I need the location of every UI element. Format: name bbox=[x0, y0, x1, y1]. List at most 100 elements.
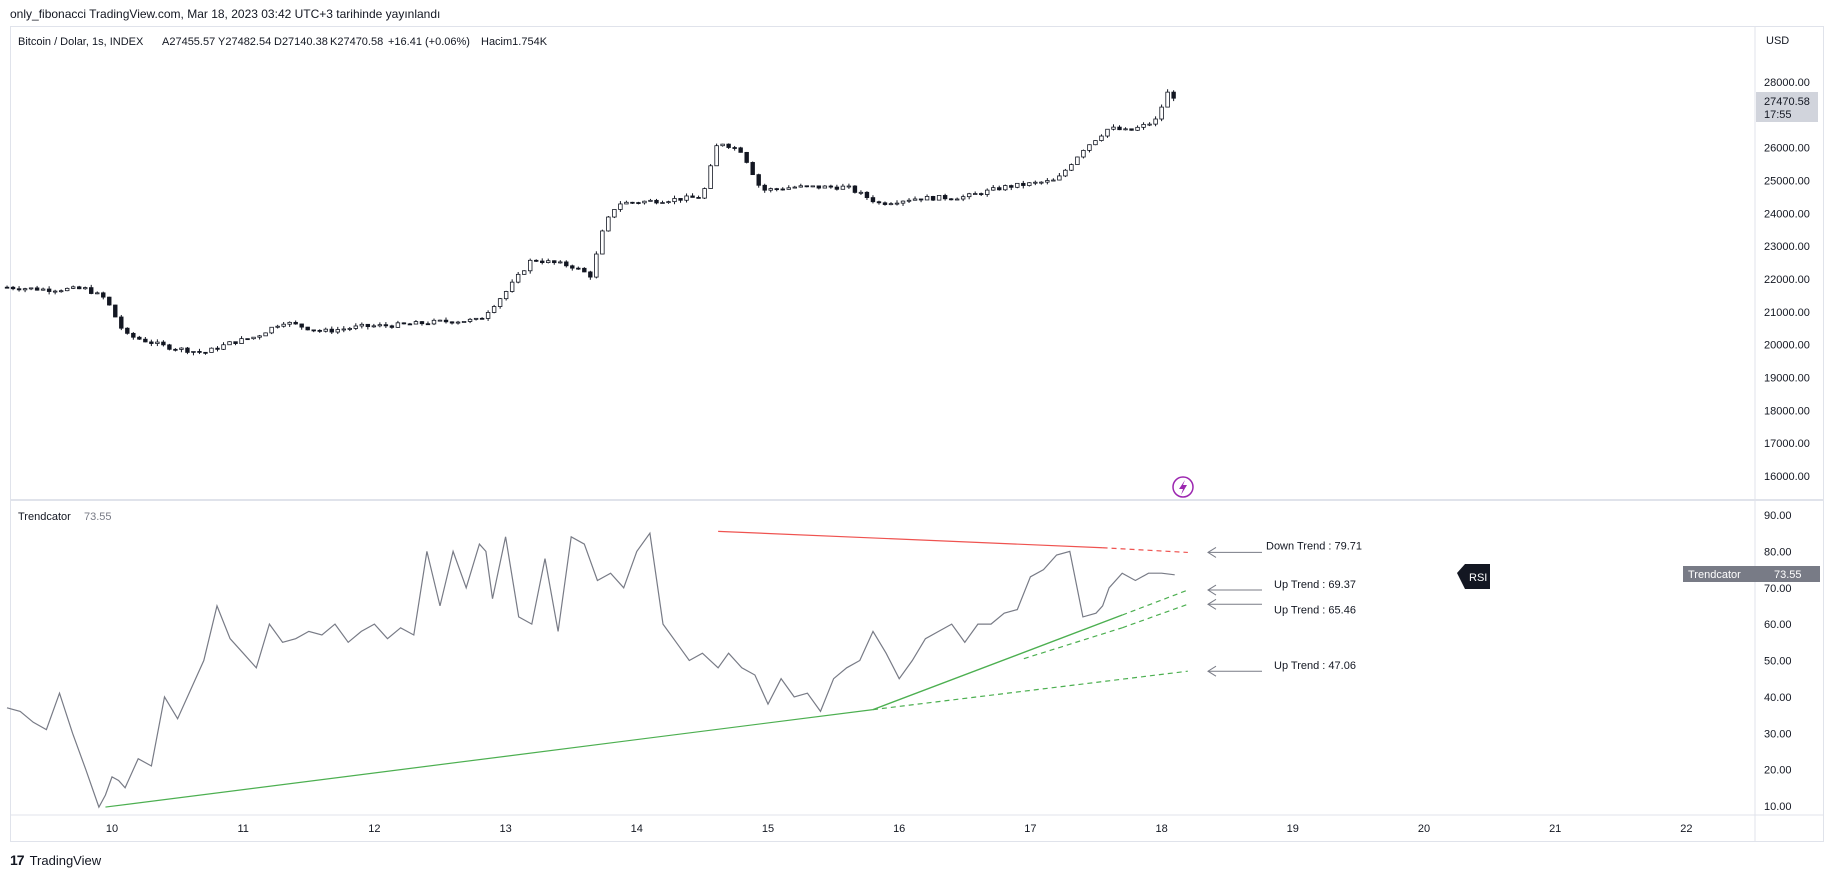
candle-body bbox=[1117, 126, 1122, 131]
candle-body bbox=[966, 193, 972, 198]
candle-body bbox=[287, 321, 292, 325]
candle-body bbox=[702, 188, 707, 199]
candle-body bbox=[293, 321, 298, 325]
candle-body bbox=[437, 319, 443, 322]
candle-body bbox=[16, 288, 22, 291]
candle-body bbox=[1099, 135, 1104, 141]
axis-layer: 28000.0027000.0026000.0025000.0024000.00… bbox=[106, 77, 1810, 835]
time-tick-label: 20 bbox=[1418, 823, 1430, 835]
time-tick-label: 11 bbox=[237, 823, 248, 835]
candle-body bbox=[515, 273, 521, 283]
candle-body bbox=[528, 259, 533, 272]
candle-body bbox=[167, 344, 172, 350]
ohlc-item: A27455.57 bbox=[162, 36, 215, 48]
candle-body bbox=[227, 341, 232, 346]
tradingview-logo-icon[interactable]: 17 bbox=[10, 852, 25, 868]
price-tick-label: 26000.00 bbox=[1764, 143, 1810, 155]
candle-body bbox=[798, 185, 803, 188]
candle-body bbox=[281, 323, 286, 327]
candle-body bbox=[1093, 140, 1098, 146]
candle-body bbox=[1087, 144, 1092, 151]
candle-body bbox=[70, 286, 76, 289]
candle-body bbox=[83, 287, 88, 290]
candle-body bbox=[269, 326, 274, 334]
chart-frame[interactable] bbox=[10, 26, 1824, 842]
lightning-icon[interactable] bbox=[1172, 476, 1194, 498]
time-tick-label: 19 bbox=[1287, 823, 1299, 835]
candle-body bbox=[107, 296, 112, 306]
candle-body bbox=[22, 288, 28, 291]
up-trend-line-1 bbox=[105, 709, 874, 808]
candle-body bbox=[822, 185, 828, 189]
candle-body bbox=[762, 184, 767, 191]
candle-body bbox=[359, 323, 365, 327]
candle-body bbox=[155, 341, 160, 344]
candle-body bbox=[191, 351, 196, 353]
candle-body bbox=[804, 185, 810, 188]
candle-body bbox=[407, 323, 413, 326]
candle-body bbox=[834, 186, 840, 190]
candle-body bbox=[624, 201, 629, 205]
candle-body bbox=[1165, 91, 1170, 108]
candle-body bbox=[894, 202, 900, 205]
candle-body bbox=[558, 261, 563, 264]
candle-body bbox=[413, 321, 419, 325]
indicator-value: 73.55 bbox=[84, 511, 112, 523]
candle-body bbox=[1057, 175, 1062, 181]
candle-body bbox=[546, 260, 551, 263]
price-candles bbox=[4, 89, 1176, 356]
candle-body bbox=[101, 292, 106, 298]
candle-body bbox=[918, 198, 924, 201]
time-tick-label: 22 bbox=[1680, 823, 1692, 835]
candle-body bbox=[233, 341, 238, 344]
candle-body bbox=[888, 203, 894, 206]
candle-body bbox=[119, 316, 124, 329]
up-trend-extension-3 bbox=[1122, 603, 1189, 629]
candle-body bbox=[985, 189, 990, 195]
candle-body bbox=[864, 191, 870, 198]
candle-body bbox=[732, 147, 737, 149]
candle-body bbox=[10, 286, 16, 290]
candle-body bbox=[828, 185, 834, 188]
candle-body bbox=[299, 323, 304, 328]
candle-body bbox=[52, 290, 58, 293]
rsi-badge[interactable]: RSI bbox=[1457, 564, 1490, 589]
price-tick-label: 19000.00 bbox=[1764, 373, 1810, 385]
candle-body bbox=[936, 195, 942, 201]
candle-body bbox=[900, 200, 906, 204]
candle-body bbox=[401, 322, 407, 325]
osc-tick-label: 80.00 bbox=[1764, 546, 1792, 558]
candle-body bbox=[750, 162, 755, 176]
candle-body bbox=[1009, 185, 1014, 188]
candle-body bbox=[46, 288, 52, 292]
candle-body bbox=[1003, 185, 1008, 191]
candle-body bbox=[648, 199, 653, 202]
osc-tick-label: 10.00 bbox=[1764, 801, 1792, 813]
candle-body bbox=[720, 143, 725, 147]
candle-body bbox=[696, 197, 701, 199]
candle-body bbox=[1039, 181, 1044, 184]
grid-layer bbox=[10, 26, 1824, 842]
candle-body bbox=[714, 145, 719, 167]
candle-body bbox=[125, 327, 130, 334]
osc-tick-label: 60.00 bbox=[1764, 619, 1792, 631]
candle-body bbox=[419, 321, 425, 325]
candle-body bbox=[840, 185, 846, 190]
last-price-tag bbox=[1756, 92, 1818, 122]
candle-body bbox=[564, 261, 569, 267]
time-tick-label: 15 bbox=[762, 823, 774, 835]
down-trend-line bbox=[718, 530, 1103, 549]
trend-label-text: Up Trend : 47.06 bbox=[1274, 660, 1356, 672]
candle-body bbox=[642, 200, 647, 204]
indicator-tag-value: 73.55 bbox=[1774, 569, 1802, 581]
candle-body bbox=[1135, 126, 1140, 131]
price-tick-label: 17000.00 bbox=[1764, 438, 1810, 450]
candle-body bbox=[353, 325, 359, 329]
time-tick-label: 16 bbox=[893, 823, 905, 835]
candle-body bbox=[1021, 182, 1026, 186]
candle-body bbox=[431, 319, 437, 325]
trend-label-arrowhead bbox=[1207, 598, 1217, 610]
trend-label-arrowhead bbox=[1207, 584, 1217, 596]
candle-body bbox=[924, 196, 930, 201]
